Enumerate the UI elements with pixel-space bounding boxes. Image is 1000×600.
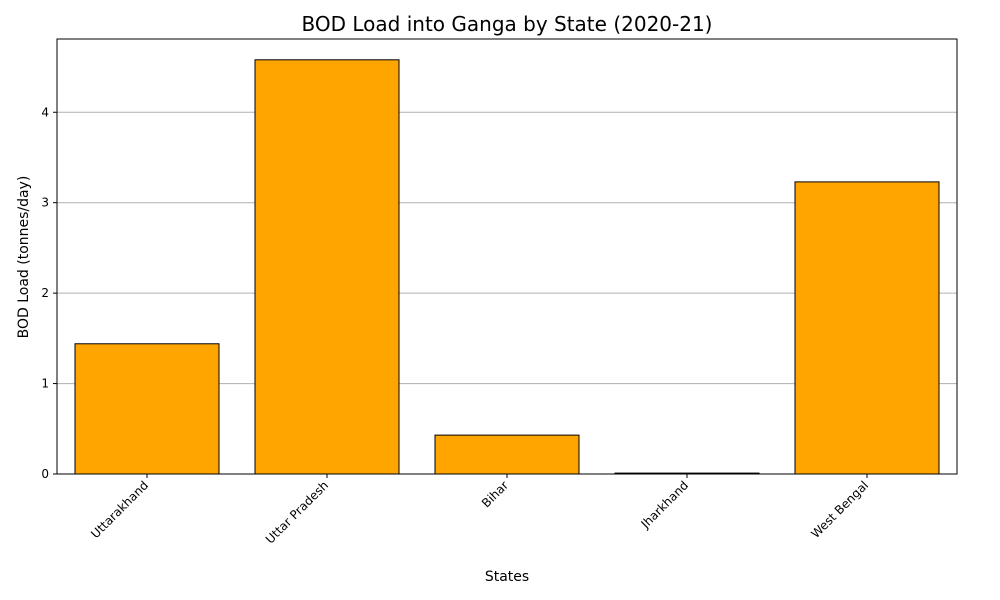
x-axis-title: States	[485, 569, 529, 585]
bar-west-bengal	[794, 181, 940, 475]
bar-bihar	[434, 434, 580, 475]
chart-title: BOD Load into Ganga by State (2020-21)	[302, 12, 713, 36]
y-tick-label: 2	[41, 286, 49, 300]
bar-uttarakhand	[74, 343, 220, 475]
x-tick-label: Bihar	[479, 478, 511, 510]
x-tick-label: Jharkhand	[638, 478, 691, 531]
y-tick-label: 1	[41, 377, 49, 391]
x-tick-label: Uttarakhand	[88, 478, 151, 541]
y-tick-label: 4	[41, 105, 49, 119]
x-tick-label: Uttar Pradesh	[263, 478, 331, 546]
bars	[74, 59, 940, 475]
y-axis-title: BOD Load (tonnes/day)	[16, 176, 32, 339]
y-tick-label: 0	[41, 467, 49, 481]
y-axis-ticks: 0 1 2 3 4	[41, 105, 57, 481]
x-tick-label: West Bengal	[808, 478, 871, 541]
x-axis-ticks: Uttarakhand Uttar Pradesh Bihar Jharkhand We…	[88, 474, 871, 546]
y-tick-label: 3	[41, 196, 49, 210]
bar-uttar-pradesh	[254, 59, 400, 475]
plot-frame	[56, 38, 958, 475]
